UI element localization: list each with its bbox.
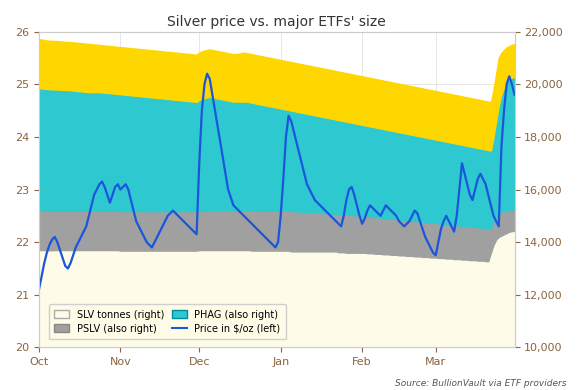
Text: Source: BullionVault via ETF providers: Source: BullionVault via ETF providers bbox=[395, 379, 566, 388]
Legend: SLV tonnes (right), PSLV (also right), PHAG (also right), Price in $/oz (left): SLV tonnes (right), PSLV (also right), P… bbox=[49, 304, 286, 339]
Title: Silver price vs. major ETFs' size: Silver price vs. major ETFs' size bbox=[168, 15, 386, 29]
